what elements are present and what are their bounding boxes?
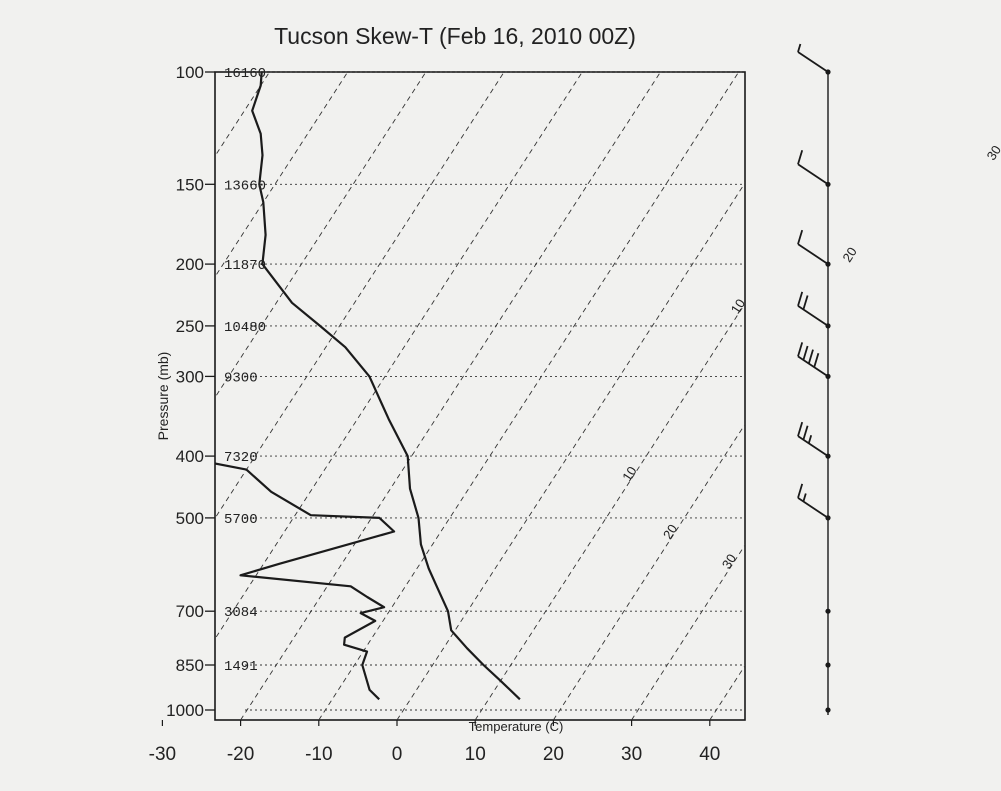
isotherm-labels: 30 20 10 10 20 30 (619, 143, 1001, 572)
temperature-tick-label: 30 (621, 744, 642, 765)
wind-barb-feather (807, 349, 814, 364)
pressure-height-labels: 100 16160 150 13660 200 11870 250 10480 300 9300 4… (166, 63, 266, 720)
height-label: 7320 (224, 450, 258, 466)
wind-barb-feather (797, 483, 804, 499)
wind-barb-shaft (797, 435, 829, 457)
pressure-tick-label: 100 (176, 63, 204, 82)
isotherm-line (215, 72, 583, 640)
wind-barb-feather (797, 229, 804, 245)
plot-frame (214, 71, 746, 721)
temperature-tick-label: 10 (465, 744, 486, 765)
isotherm-line (0, 72, 113, 720)
pressure-tick-label: 500 (176, 509, 204, 528)
isotherm-label: 20 (660, 522, 680, 542)
wind-barb-shaft (797, 305, 829, 327)
isotherm-label: 30 (984, 143, 1001, 163)
height-label: 9300 (224, 370, 258, 386)
pressure-tick-label: 700 (176, 602, 204, 621)
isotherm-label: 10 (728, 296, 748, 316)
wind-barb-feather (797, 43, 802, 53)
pressure-tick-label: 850 (176, 656, 204, 675)
wind-barb-shaft (797, 355, 829, 378)
isobar-lines (205, 71, 745, 711)
temperature-tick-label: 0 (392, 744, 403, 765)
height-label: 5700 (224, 512, 258, 528)
height-label: 1491 (224, 659, 258, 675)
wind-barb-shaft (797, 243, 829, 265)
height-label: 11870 (224, 258, 266, 274)
temperature-tick-label: -10 (305, 744, 332, 765)
isotherm-label: 10 (619, 464, 639, 484)
wind-barb-feather (797, 421, 804, 437)
isotherm-line (631, 544, 745, 720)
pressure-tick-label: 1000 (166, 701, 204, 720)
wind-barb-shaft (797, 497, 829, 519)
wind-barb-shaft (797, 163, 829, 186)
isotherm-line (709, 664, 745, 720)
wind-barb-dot (825, 707, 831, 713)
height-label: 3084 (224, 605, 258, 621)
isotherm-line (318, 72, 740, 720)
isotherm-line (0, 72, 35, 720)
wind-barb-feather (797, 291, 804, 307)
wind-barb-feather (802, 295, 809, 310)
wind-barb-column (797, 43, 831, 715)
isotherm-label: 30 (719, 551, 739, 571)
isotherm-line (215, 72, 270, 157)
temperature-tick-label: -30 (149, 744, 176, 765)
wind-barb-feather (807, 435, 813, 444)
wind-barb-shaft (797, 51, 829, 73)
wind-barb-feather (802, 493, 807, 502)
isotherm-line (396, 182, 745, 720)
temperature-tick-label: 20 (543, 744, 564, 765)
pressure-tick-label: 400 (176, 447, 204, 466)
height-label: 16160 (224, 66, 266, 82)
wind-barb-feather (802, 345, 809, 361)
temperature-tick-label: -20 (227, 744, 254, 765)
isotherm-line (553, 423, 745, 720)
wind-barb-dot (825, 608, 831, 614)
pressure-tick-label: 300 (176, 367, 204, 386)
wind-barb-feather (797, 342, 804, 357)
height-label: 13660 (224, 178, 266, 194)
height-label: 10480 (224, 320, 266, 336)
isotherm-line (474, 302, 745, 720)
temperature-tick-labels: -30 -20 -10 0 10 20 30 40 (149, 720, 720, 765)
pressure-tick-label: 250 (176, 317, 204, 336)
dewpoint-profile-line (215, 462, 396, 701)
wind-barb-feather (797, 150, 804, 165)
isotherm-line (788, 72, 1001, 720)
y-axis-label: Pressure (mb) (155, 352, 171, 441)
chart-title: Tucson Skew-T (Feb 16, 2010 00Z) (274, 23, 636, 49)
pressure-tick-label: 200 (176, 255, 204, 274)
wind-barb-feather (802, 425, 809, 440)
temperature-tick-label: 40 (699, 744, 720, 765)
sounding-profiles (215, 72, 521, 701)
temperature-profile-line (251, 72, 521, 701)
isotherm-label: 20 (839, 244, 859, 264)
wind-barb-feather (813, 352, 820, 368)
isotherm-line (215, 72, 505, 519)
isotherm-line (215, 72, 349, 278)
wind-barb-dot (825, 662, 831, 668)
isotherm-line (215, 72, 427, 399)
isotherm-lines (0, 72, 1001, 720)
isotherm-line (866, 72, 1001, 720)
isotherm-line (240, 72, 661, 720)
pressure-tick-label: 150 (176, 175, 204, 194)
x-axis-label: Temperature (C) (469, 719, 564, 734)
